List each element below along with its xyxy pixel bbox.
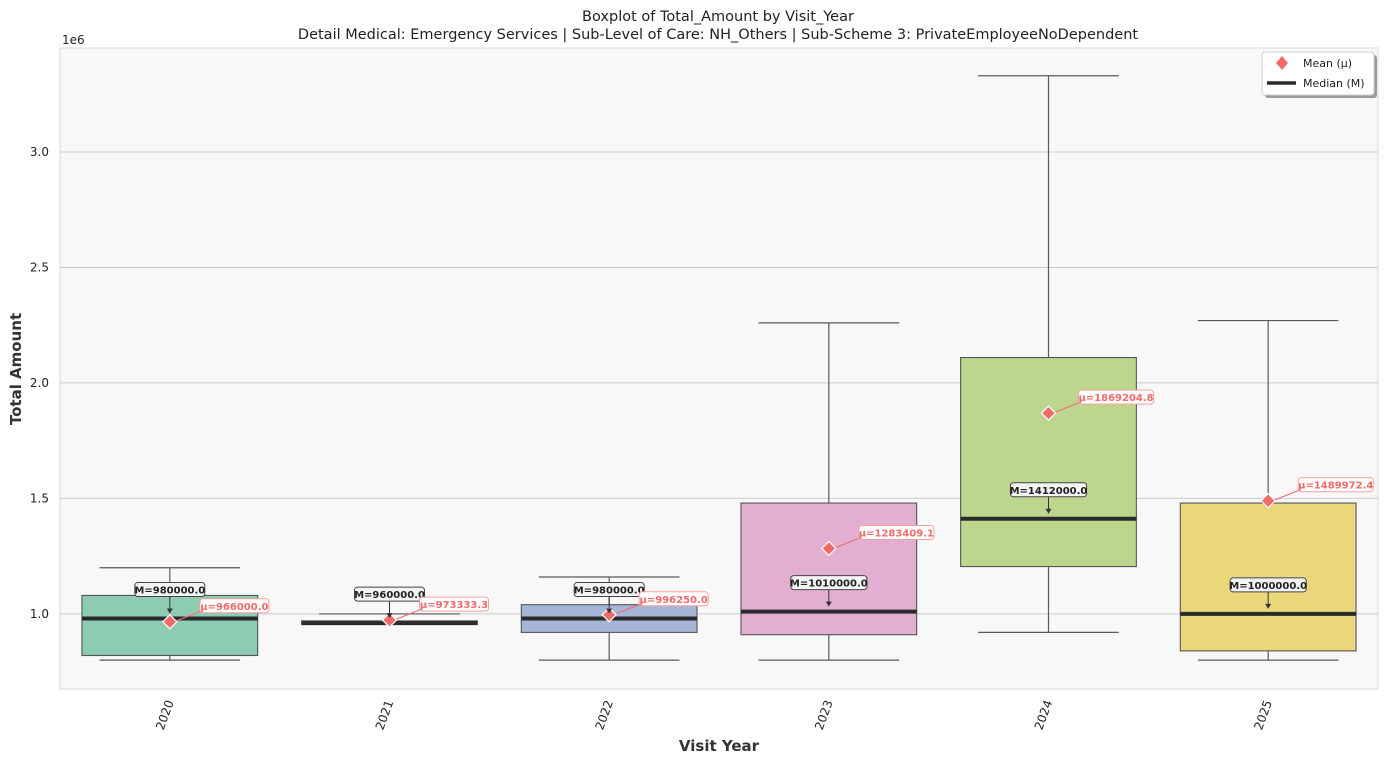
x-tick-label: 2021 [373, 698, 397, 731]
mean-marker [161, 613, 178, 630]
mean-annotation-arrow [1274, 489, 1301, 501]
x-tick-labels: 2020 2021 2022 2023 2024 2025 [153, 698, 1275, 731]
mean-annotation-box [1078, 389, 1155, 405]
median-annotation-label: M=980000.0 [574, 586, 645, 597]
x-tick-label: 2022 [592, 698, 616, 731]
grid-lines [60, 151, 1378, 615]
mean-annotation-arrow [396, 608, 422, 620]
mean-marker [601, 606, 618, 623]
median-annotation-arrowhead [166, 608, 173, 614]
median-annotation-label: M=1010000.0 [790, 579, 868, 590]
boxes: M=980000.0 μ=966000.0 M=960000.0μ=973333.3… [81, 75, 1374, 661]
mean-annotation-label: μ=973333.3 [420, 600, 488, 611]
y-scale-label: 1e6 [62, 33, 85, 47]
mean-marker [1260, 492, 1277, 509]
box-group: M=980000.0μ=996250.0 [520, 576, 709, 661]
median-annotation-arrowhead [1265, 603, 1272, 609]
x-tick-label: 2025 [1251, 698, 1275, 731]
mean-annotation-arrow [835, 536, 862, 548]
mean-marker [381, 612, 398, 628]
median-annotation-label: M=1412000.0 [1010, 486, 1088, 497]
y-tick-label: 1.5 [30, 491, 49, 505]
mean-annotation-arrow [1055, 401, 1081, 413]
box-group: M=1000000.0 μ=1489972.4 [1179, 319, 1374, 661]
legend-median-label: Median (M) [1303, 77, 1365, 90]
box-group: M=1010000.0 μ=1283409.1 [740, 322, 935, 661]
mean-annotation-arrow [615, 603, 642, 615]
mean-annotation-box [858, 524, 935, 540]
x-axis-label: Visit Year [679, 737, 760, 755]
iqr-box [740, 502, 918, 636]
plot-area [59, 47, 1379, 690]
median-annotation-box [1229, 577, 1307, 593]
mean-annotation-box [638, 591, 709, 607]
median-annotation-label: M=980000.0 [134, 586, 205, 597]
box-group: M=960000.0μ=973333.3 [301, 586, 489, 628]
x-tick-label: 2020 [153, 698, 177, 731]
median-annotation-arrowhead [606, 608, 613, 614]
y-tick-label: 3.0 [30, 145, 49, 159]
mean-annotation-label: μ=1489972.4 [1298, 481, 1373, 492]
y-tick-label: 1.0 [30, 607, 49, 621]
mean-annotation-label: μ=1869204.8 [1078, 393, 1153, 404]
mean-annotation-label: μ=1283409.1 [859, 528, 934, 539]
mean-annotation-label: μ=966000.0 [200, 602, 268, 613]
y-axis-label: Total Amount [7, 313, 25, 425]
median-annotation-box [1009, 482, 1088, 498]
median-annotation-box [134, 582, 206, 598]
median-annotation-box [573, 582, 645, 598]
x-tick-label: 2024 [1032, 698, 1056, 731]
mean-annotation-box [1297, 477, 1374, 493]
legend-mean-label: Mean (μ) [1303, 57, 1352, 70]
mean-annotation-box [419, 596, 489, 612]
mean-annotation-box [199, 598, 270, 614]
median-annotation-label: M=960000.0 [354, 590, 425, 601]
mean-marker [1040, 405, 1057, 421]
mean-annotation-arrow [176, 610, 203, 622]
box-group: M=1412000.0 μ=1869204.8 [960, 75, 1155, 634]
box-group: M=980000.0 μ=966000.0 [81, 567, 270, 661]
chart-subtitle: Detail Medical: Emergency Services | Sub… [298, 27, 1138, 43]
y-tick-label: 2.5 [30, 260, 49, 274]
iqr-box [960, 356, 1137, 568]
median-annotation-arrowhead [1045, 508, 1052, 514]
chart-title: Boxplot of Total_Amount by Visit_Year [582, 9, 854, 25]
iqr-box [1179, 502, 1357, 652]
mean-annotation-label: μ=996250.0 [640, 595, 708, 606]
median-annotation-arrowhead [825, 601, 832, 607]
median-annotation-arrowhead [386, 613, 393, 619]
x-tick-label: 2023 [812, 698, 836, 731]
legend-mean-marker [1276, 56, 1288, 70]
median-annotation-label: M=1000000.0 [1229, 581, 1307, 592]
median-annotation-box [354, 586, 425, 602]
y-tick-labels: 1.0 1.5 2.0 2.5 3.0 [30, 145, 49, 621]
y-tick-label: 2.0 [30, 376, 49, 390]
mean-marker [820, 540, 837, 557]
median-annotation-box [790, 575, 868, 591]
legend: Mean (μ) Median (M) [1261, 51, 1377, 98]
